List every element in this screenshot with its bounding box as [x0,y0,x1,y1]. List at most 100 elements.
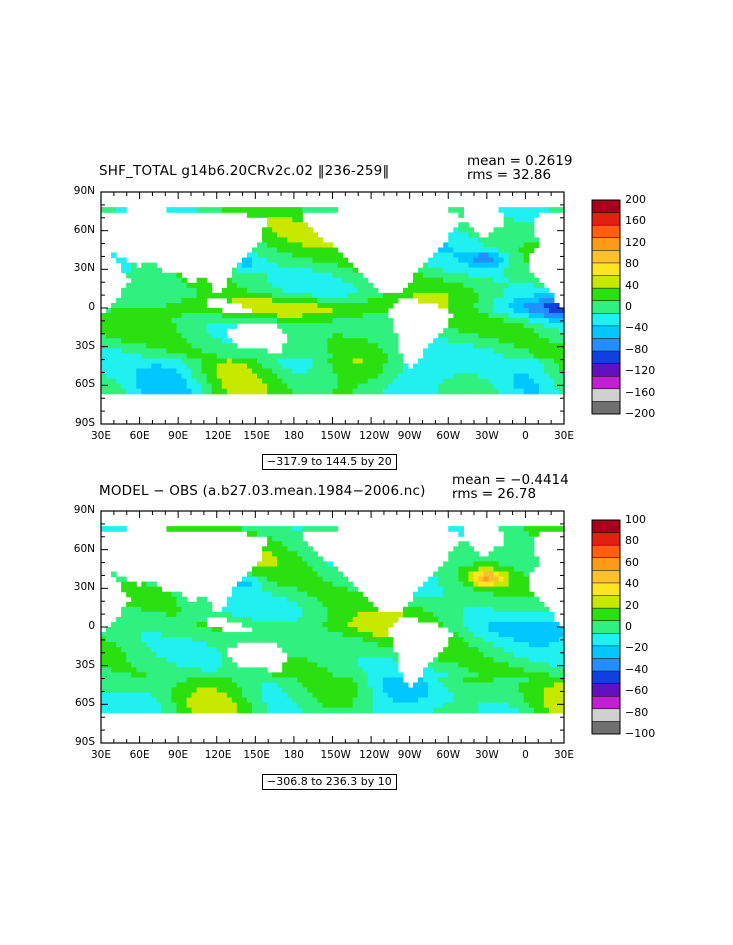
rms-value: rms = 32.86 [467,167,552,183]
colorbar-swatch [592,388,620,402]
lon-tick-label: 150W [320,749,351,761]
colorbar-swatch [592,200,620,213]
colorbar-swatch [592,683,620,697]
colorbar-swatch [592,708,620,722]
colorbar-swatch [592,645,620,659]
colorbar-swatch [592,363,620,377]
colorbar-label: 0 [625,300,632,313]
colorbar-label: 200 [625,193,646,206]
colorbar-swatch [592,351,620,364]
lat-tick-label: 90S [74,736,95,748]
colorbar [591,519,621,735]
lon-tick-label: 30W [474,430,499,442]
colorbar-swatch [592,721,620,735]
lon-tick-label: 30E [554,749,574,761]
lon-tick-label: 90E [168,749,189,761]
rms-value: rms = 26.78 [452,486,537,502]
lat-tick-label: 90S [74,417,95,429]
colorbar-swatch [592,288,620,302]
colorbar-swatch [592,237,620,251]
lon-tick-label: 180 [283,749,304,761]
lon-tick-label: 60W [436,749,461,761]
colorbar-swatch [592,658,620,672]
lon-tick-label: 30W [474,749,499,761]
axis-ticks [100,191,565,425]
colorbar-label: −40 [625,662,649,676]
lat-tick-label: 60S [74,697,95,710]
colorbar-label: 100 [625,513,646,526]
colorbar-label: 20 [625,598,639,612]
field-layer [101,526,565,714]
colorbar-label: 40 [625,278,639,292]
colorbar-swatch [592,212,620,226]
lat-tick-label: 30N [73,262,95,275]
mean-value: mean = −0.4414 [452,472,569,488]
colorbar-swatch [592,262,620,276]
lon-tick-label: 60E [129,430,150,442]
contour-range-box: −317.9 to 144.5 by 20 [262,454,397,470]
colorbar-label: 160 [625,214,646,228]
field-layer [101,207,565,395]
lat-tick-label: 90N [73,504,95,516]
colorbar-swatch [592,275,620,289]
colorbar-label: −80 [625,705,649,719]
lat-tick-label: 90N [73,185,95,197]
lat-tick-label: 0 [88,301,95,313]
colorbar-swatch [592,401,620,415]
colorbar-swatch [592,338,620,352]
mean-value: mean = 0.2619 [467,153,573,169]
colorbar-swatch [592,696,620,710]
colorbar-label: −60 [625,684,649,698]
colorbar-swatch [592,557,620,571]
colorbar-label: −120 [625,364,656,378]
colorbar-swatch [592,225,620,239]
lon-tick-label: 0 [522,430,529,442]
colorbar-swatch [592,570,620,584]
lon-tick-label: 0 [522,749,529,761]
colorbar-swatch [592,520,620,533]
lon-tick-label: 150E [243,430,271,442]
colorbar-swatch [592,325,620,339]
lon-tick-label: 120E [204,749,232,761]
lon-tick-label: 90W [397,749,422,761]
colorbar-swatch [592,582,620,596]
colorbar-label: −100 [625,727,656,740]
lon-tick-label: 30E [91,749,111,761]
colorbar-swatch [592,545,620,559]
lon-tick-label: 60W [436,430,461,442]
colorbar-swatch [592,376,620,390]
lon-tick-label: 60E [129,749,150,761]
colorbar [591,199,621,415]
colorbar-label: 40 [625,577,639,591]
lon-tick-label: 30E [91,430,111,442]
lat-tick-label: 60S [74,378,95,391]
lon-tick-label: 120W [359,749,390,761]
lon-tick-label: 90E [168,430,189,442]
colorbar-label: 120 [625,235,646,249]
lon-tick-label: 120W [359,430,390,442]
colorbar-label: 80 [625,534,639,548]
lon-tick-label: 120E [204,430,232,442]
colorbar-swatch [592,595,620,609]
lat-tick-label: 60N [73,542,95,555]
contour-range-box: −306.8 to 236.3 by 10 [262,774,397,790]
lat-tick-label: 60N [73,223,95,236]
colorbar-swatch [592,532,620,546]
colorbar-swatch [592,250,620,264]
colorbar-swatch [592,313,620,327]
lon-tick-label: 30E [554,430,574,442]
colorbar-swatch [592,671,620,684]
colorbar-label: −200 [625,407,656,420]
colorbar-swatch [592,300,620,314]
lat-tick-label: 0 [88,620,95,632]
colorbar-label: 60 [625,555,639,569]
colorbar-label: −40 [625,321,649,335]
colorbar-swatch [592,620,620,634]
panel-title: MODEL − OBS (a.b27.03.mean.1984−2006.nc) [99,483,426,499]
colorbar-label: 0 [625,620,632,633]
lon-tick-label: 90W [397,430,422,442]
colorbar-swatch [592,608,620,622]
lon-tick-label: 180 [283,430,304,442]
